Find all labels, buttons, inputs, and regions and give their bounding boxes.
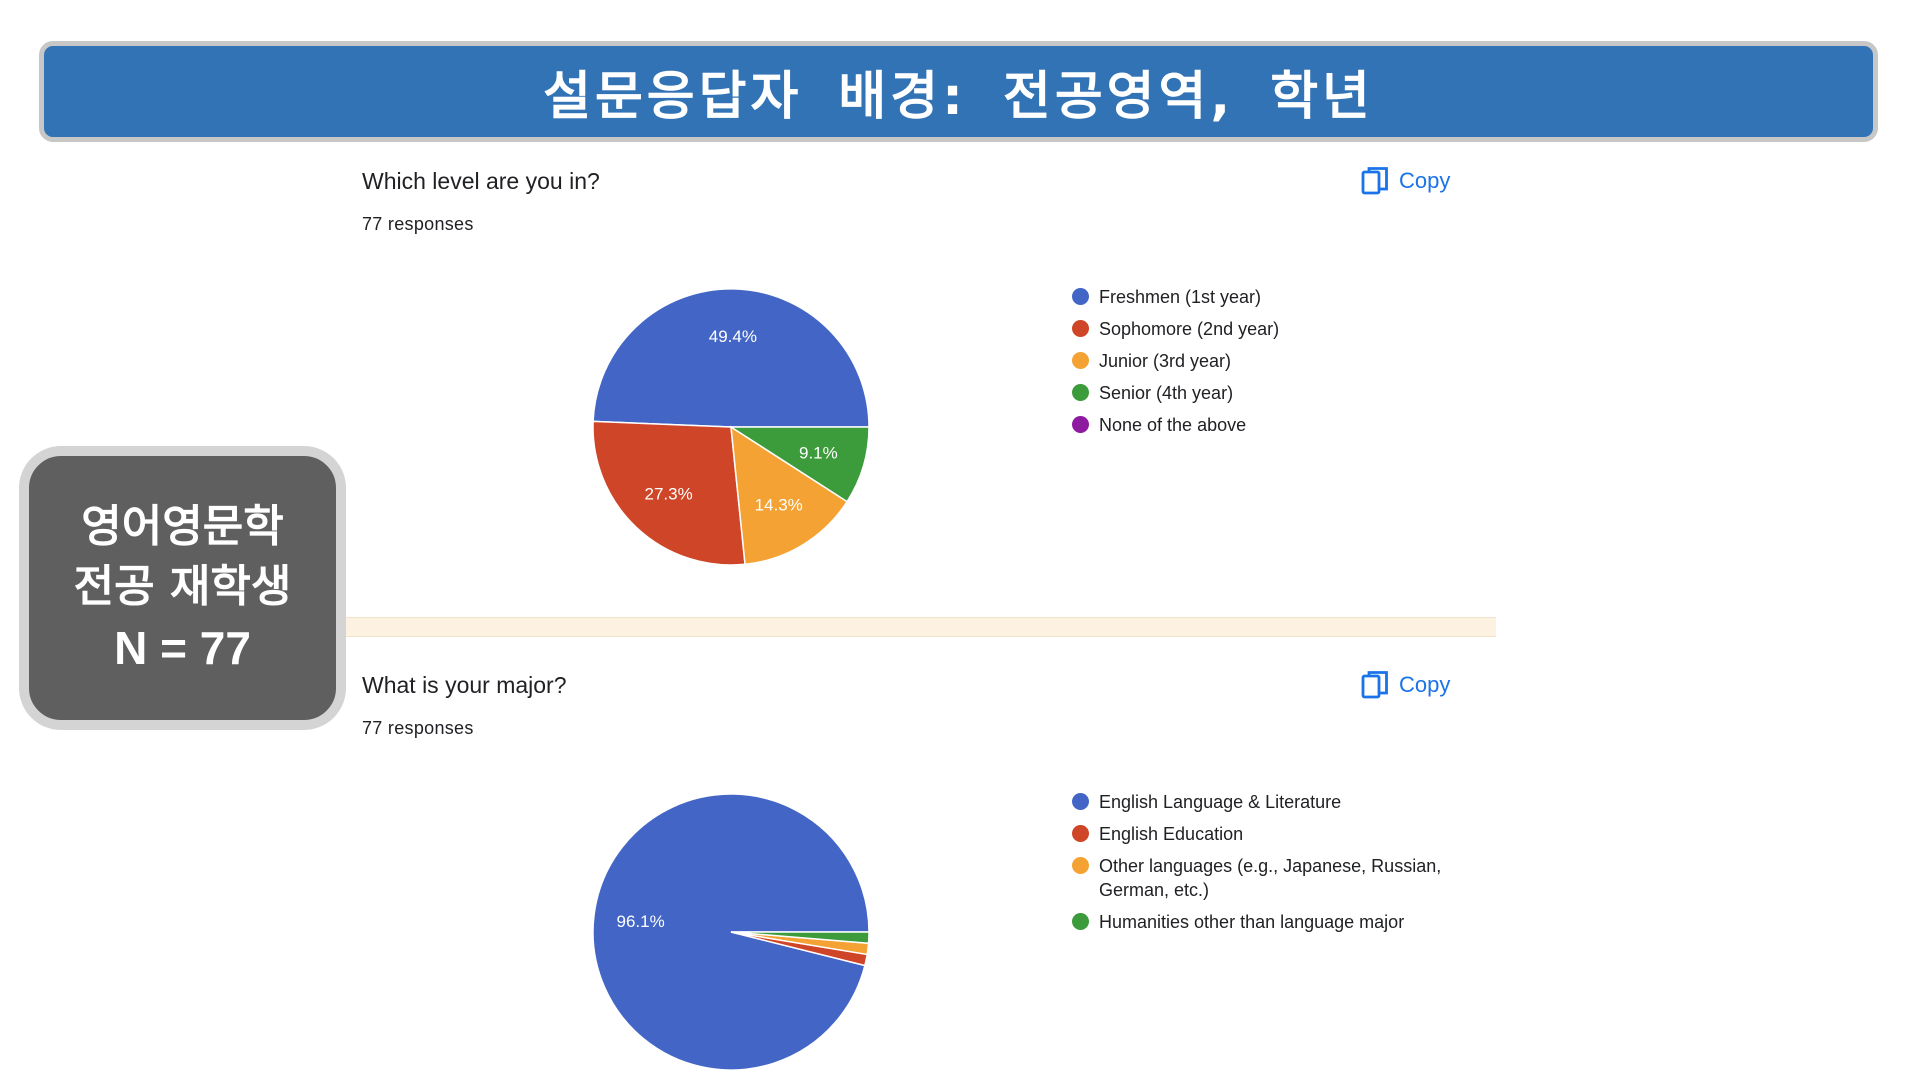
pie-chart-major: 96.1% — [592, 793, 870, 1071]
legend-label: Humanities other than language major — [1099, 912, 1405, 932]
legend-item: Freshmen (1st year) — [1072, 285, 1449, 309]
pie-slice — [592, 420, 746, 566]
legend-color-dot — [1072, 416, 1089, 433]
pie-chart-level: 49.4% 27.3% 14.3% 9.1% — [592, 288, 870, 566]
legend-item: Other languages (e.g., Japanese, Russian… — [1072, 854, 1449, 902]
legend-color-dot — [1072, 913, 1089, 930]
legend-item: Junior (3rd year) — [1072, 349, 1449, 373]
legend-label: English Education — [1099, 824, 1244, 844]
question-title: What is your major? — [362, 672, 567, 698]
legend-label: Senior (4th year) — [1099, 383, 1234, 403]
pie-slice — [730, 931, 870, 945]
copy-label: Copy — [1399, 168, 1451, 193]
question-title: Which level are you in? — [362, 168, 600, 194]
copy-icon — [1361, 166, 1389, 196]
legend-label: Junior (3rd year) — [1099, 351, 1232, 371]
copy-chart-button[interactable]: Copy — [1361, 665, 1476, 705]
legend-color-dot — [1072, 288, 1089, 305]
legend-color-dot — [1072, 320, 1089, 337]
summary-sample-size: N = 77 — [114, 622, 251, 674]
copy-chart-button[interactable]: Copy — [1361, 161, 1476, 201]
legend-color-dot — [1072, 384, 1089, 401]
legend-major: English Language & Literature English Edu… — [1072, 790, 1449, 942]
response-count: 77 responses — [362, 718, 474, 738]
response-count: 77 responses — [362, 214, 474, 234]
legend-label: None of the above — [1099, 415, 1247, 435]
pie-slice — [592, 288, 870, 428]
legend-color-dot — [1072, 825, 1089, 842]
legend-label: Sophomore (2nd year) — [1099, 319, 1280, 339]
section-divider — [346, 617, 1496, 637]
question-card-level: Which level are you in? 77 responses Cop… — [346, 145, 1496, 617]
title-banner: 설문응답자 배경: 전공영역, 학년 — [39, 41, 1878, 142]
legend-color-dot — [1072, 857, 1089, 874]
question-card-major: What is your major? 77 responses Copy 96… — [346, 651, 1496, 1080]
slice-percent-label: 49.4% — [709, 327, 757, 346]
legend-color-dot — [1072, 793, 1089, 810]
slice-percent-label: 9.1% — [799, 444, 838, 463]
legend-label: English Language & Literature — [1099, 792, 1342, 812]
slice-percent-label: 14.3% — [755, 496, 803, 515]
respondent-summary-card: 영어영문학 전공 재학생 N = 77 — [19, 446, 346, 730]
legend-item: English Education — [1072, 822, 1449, 846]
pie-slice — [728, 426, 870, 503]
legend-item: Sophomore (2nd year) — [1072, 317, 1449, 341]
summary-line-1: 영어영문학 — [81, 501, 284, 552]
slice-percent-label: 96.1% — [616, 912, 664, 931]
legend-item: Humanities other than language major — [1072, 910, 1449, 934]
slice-percent-label: 27.3% — [644, 484, 692, 503]
slide-title: 설문응답자 배경: 전공영역, 학년 — [543, 67, 1374, 127]
copy-label: Copy — [1399, 672, 1451, 697]
legend-item: None of the above — [1072, 413, 1449, 437]
legend-label: Freshmen (1st year) — [1099, 287, 1262, 307]
pie-slice — [730, 425, 849, 566]
legend-item: English Language & Literature — [1072, 790, 1449, 814]
legend-label: Other languages (e.g., Japanese, Russian… — [1099, 856, 1442, 900]
legend-level: Freshmen (1st year) Sophomore (2nd year) J… — [1072, 285, 1449, 445]
copy-icon — [1361, 670, 1389, 700]
summary-line-2: 전공 재학생 — [73, 561, 292, 612]
legend-color-dot — [1072, 352, 1089, 369]
legend-item: Senior (4th year) — [1072, 381, 1449, 405]
